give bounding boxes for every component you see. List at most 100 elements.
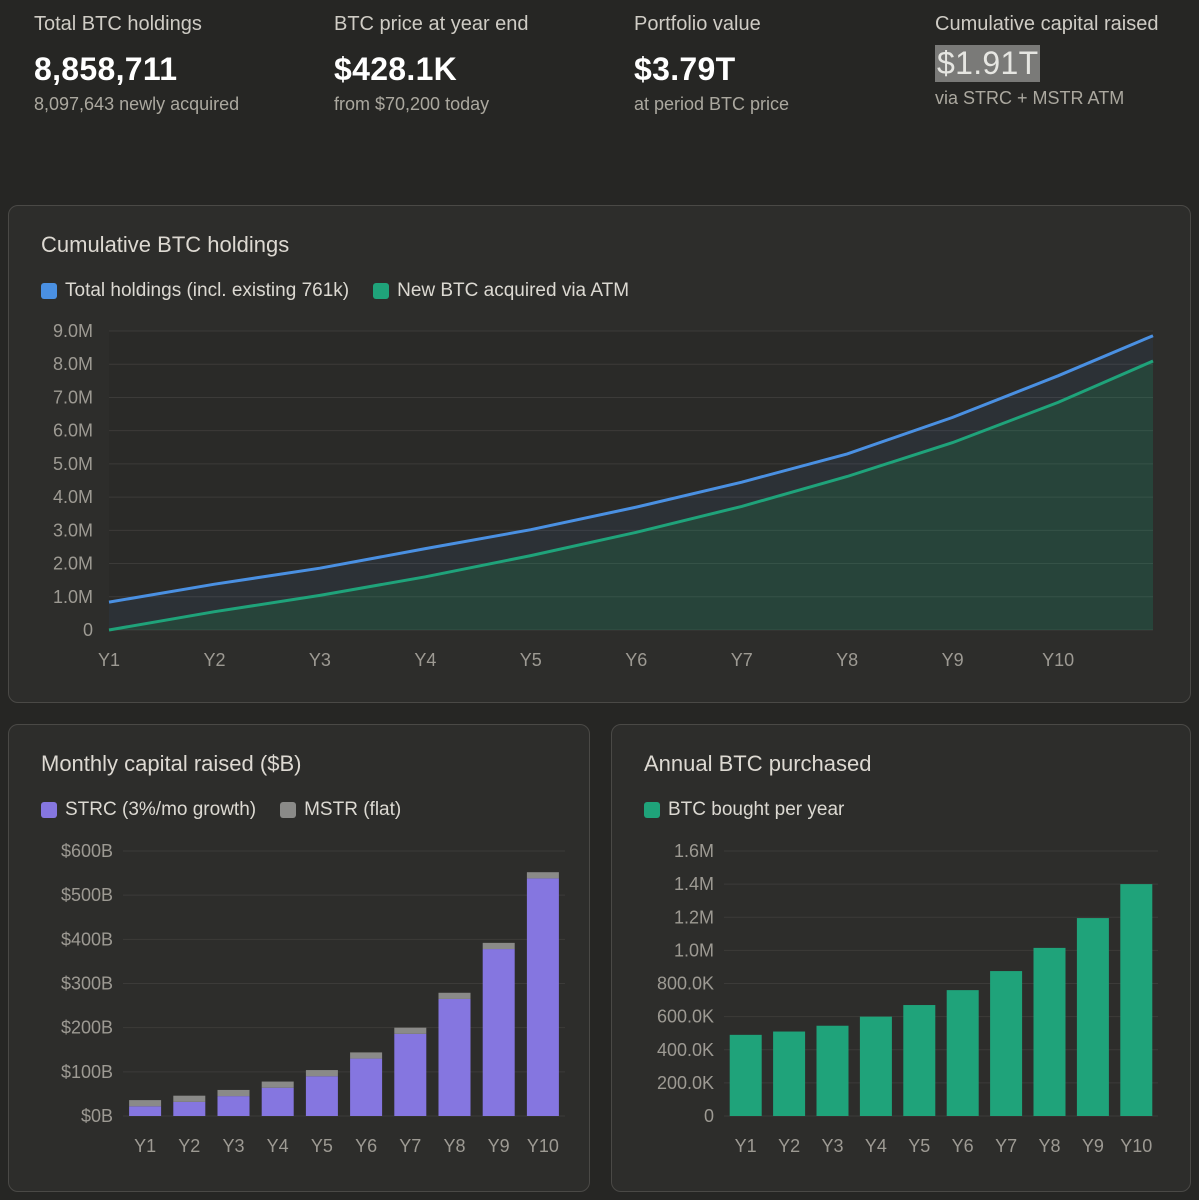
y-tick-label: 4.0M [53,487,93,507]
legend-swatch-green [373,283,390,299]
chart-title: Cumulative BTC holdings [41,232,290,257]
legend-item-new[interactable]: New BTC acquired via ATM [373,280,629,302]
legend-label: MSTR (flat) [304,799,402,820]
bar-btc-bought-per-year [903,1005,936,1116]
kpi-value: $3.79T [634,51,736,87]
bar-strc-3-mo-growth [438,998,471,1116]
y-tick-label: 1.2M [674,907,714,927]
y-tick-label: 7.0M [53,387,93,407]
y-tick-label: 9.0M [53,321,93,341]
annual-card: Annual BTC purchased BTC bought per year… [611,724,1191,1192]
legend: STRC (3%/mo growth) MSTR (flat) [41,799,401,821]
bar-btc-bought-per-year [990,971,1023,1116]
bar-btc-bought-per-year [859,1016,892,1116]
y-tick-label: $600B [61,841,113,861]
legend-item-strc[interactable]: STRC (3%/mo growth) [41,799,256,821]
bar-btc-bought-per-year [1076,918,1109,1116]
bar-strc-3-mo-growth [394,1033,427,1116]
bar-mstr-flat [526,872,559,879]
bar-btc-bought-per-year [1033,947,1066,1116]
bar-mstr-flat [350,1052,383,1059]
x-tick-label: Y9 [1082,1136,1104,1156]
legend-label: BTC bought per year [668,799,845,820]
kpi-label: Cumulative capital raised [935,13,1159,35]
x-tick-label: Y7 [995,1136,1017,1156]
x-tick-label: Y10 [527,1136,559,1156]
x-tick-label: Y1 [134,1136,156,1156]
legend-label: New BTC acquired via ATM [397,280,630,301]
x-tick-label: Y5 [311,1136,333,1156]
y-tick-label: 400.0K [657,1040,714,1060]
kpi-btc-price: BTC price at year end $428.1K from $70,2… [334,12,604,115]
legend: BTC bought per year [644,799,844,821]
bar-strc-3-mo-growth [217,1096,250,1116]
kpi-value: 8,858,711 [34,51,178,87]
legend-swatch-gray [280,802,297,818]
legend-item-annual[interactable]: BTC bought per year [644,799,844,821]
monthly-chart: $0B $100B $200B $300B $400B $500B $600B Y1 Y2 Y3 Y… [61,841,565,1156]
monthly-card: Monthly capital raised ($B) STRC (3%/mo … [8,724,590,1192]
bar-strc-3-mo-growth [350,1058,383,1116]
y-tick-label: 0 [704,1106,714,1126]
x-tick-label: Y6 [952,1136,974,1156]
bar-btc-bought-per-year [773,1031,806,1116]
kpi-total-btc: Total BTC holdings 8,858,711 8,097,643 n… [34,12,304,115]
y-tick-label: 2.0M [53,554,93,574]
new-btc-line [108,359,1154,632]
bar-mstr-flat [482,942,515,950]
y-tick-label: 0 [83,620,93,640]
x-tick-label: Y6 [625,650,647,670]
total-holdings-line [108,334,1154,604]
x-tick-label: Y10 [1042,650,1074,670]
legend-swatch-purple [41,802,57,818]
bar-btc-bought-per-year [729,1034,762,1116]
y-tick-label: 600.0K [657,1007,714,1027]
legend-item-mstr[interactable]: MSTR (flat) [280,799,401,821]
bar-strc-3-mo-growth [261,1087,294,1116]
x-tick-label: Y8 [1038,1136,1060,1156]
y-tick-label: $100B [61,1062,113,1082]
bar-mstr-flat [394,1027,427,1034]
y-tick-label: 5.0M [53,454,93,474]
cumulative-card: Cumulative BTC holdings Total holdings (… [8,205,1191,703]
x-tick-label: Y4 [865,1136,887,1156]
kpi-sub: via STRC + MSTR ATM [935,88,1125,108]
bar-mstr-flat [261,1081,294,1088]
y-tick-label: 1.6M [674,841,714,861]
x-tick-label: Y7 [399,1136,421,1156]
kpi-label: BTC price at year end [334,13,529,35]
legend-item-total[interactable]: Total holdings (incl. existing 761k) [41,280,349,302]
x-tick-label: Y2 [778,1136,800,1156]
bar-btc-bought-per-year [816,1025,849,1116]
bar-strc-3-mo-growth [526,878,559,1116]
x-tick-label: Y7 [731,650,753,670]
x-tick-label: Y9 [942,650,964,670]
kpi-sub: at period BTC price [634,94,790,114]
kpi-capital-raised: Cumulative capital raised $1.91T via STR… [935,12,1175,109]
y-tick-label: $500B [61,885,113,905]
kpi-label: Total BTC holdings [34,13,202,35]
x-tick-label: Y3 [821,1136,843,1156]
y-tick-label: $400B [61,929,113,949]
x-tick-label: Y6 [355,1136,377,1156]
x-tick-label: Y9 [488,1136,510,1156]
x-tick-label: Y4 [414,650,436,670]
x-tick-label: Y1 [98,650,120,670]
kpi-sub: from $70,200 today [334,94,490,114]
kpi-label: Portfolio value [634,13,761,35]
chart-title: Monthly capital raised ($B) [41,751,302,776]
cumulative-chart: 0 1.0M 2.0M 3.0M 4.0M 5.0M 6.0M 7.0M 8.0M 9.0M Y1 Y… [53,321,1154,670]
kpi-value: $428.1K [334,51,458,87]
plot-area [109,331,1153,630]
kpi-value: $1.91T [935,45,1041,82]
kpi-portfolio-value: Portfolio value $3.79T at period BTC pri… [634,12,904,115]
x-tick-label: Y10 [1120,1136,1152,1156]
y-tick-label: $300B [61,974,113,994]
y-tick-label: $200B [61,1018,113,1038]
bar-btc-bought-per-year [946,990,979,1116]
x-tick-label: Y3 [309,650,331,670]
legend-label: STRC (3%/mo growth) [65,799,257,820]
bar-strc-3-mo-growth [173,1101,206,1116]
legend: Total holdings (incl. existing 761k) New… [41,280,629,302]
bar-strc-3-mo-growth [305,1076,338,1116]
